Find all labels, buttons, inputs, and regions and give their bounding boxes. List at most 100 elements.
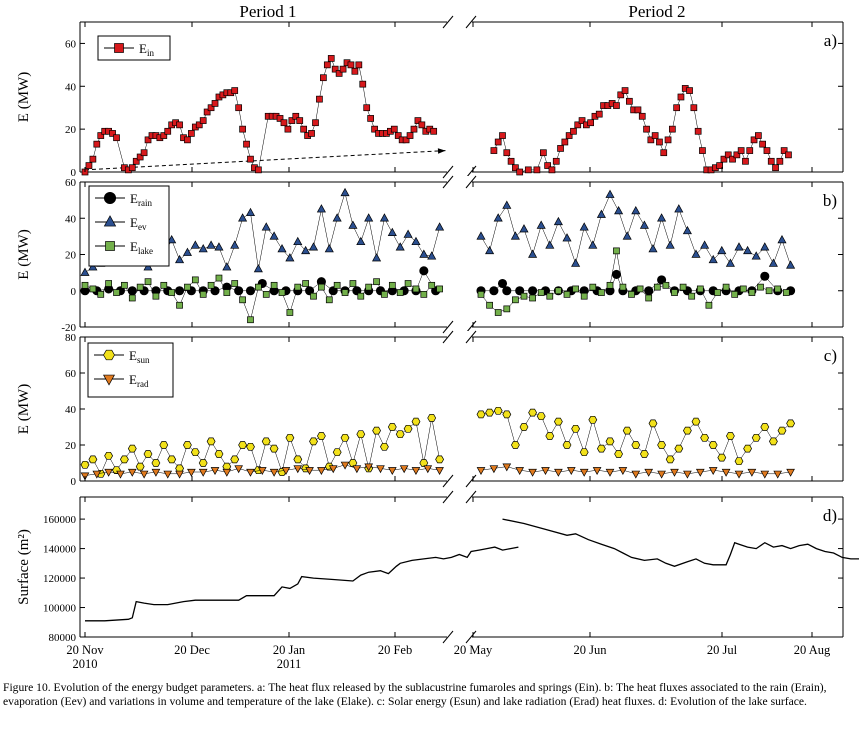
legend-subscript: lake <box>138 246 153 256</box>
data-point <box>544 162 552 169</box>
data-point <box>668 125 676 133</box>
data-point <box>503 305 511 313</box>
data-point <box>717 453 727 462</box>
data-point <box>579 448 589 457</box>
data-point <box>734 470 744 479</box>
data-point <box>206 240 216 249</box>
data-point <box>364 213 374 222</box>
data-point <box>502 463 512 472</box>
data-point <box>780 147 788 154</box>
data-point <box>301 245 311 255</box>
data-point <box>760 242 770 251</box>
data-point <box>207 104 215 112</box>
data-point <box>619 283 627 291</box>
data-point <box>651 132 659 139</box>
data-point <box>168 289 176 296</box>
data-point <box>691 249 701 258</box>
data-point <box>765 287 773 295</box>
trend-arrow-head <box>437 148 446 154</box>
data-point <box>327 55 335 62</box>
y-tick-label: 140000 <box>43 544 77 556</box>
data-point <box>598 289 605 296</box>
data-point <box>89 155 97 163</box>
data-point <box>207 281 215 289</box>
data-point <box>742 157 749 165</box>
data-point <box>520 292 528 300</box>
data-point <box>485 408 495 417</box>
data-point <box>631 205 641 215</box>
data-point <box>533 166 541 174</box>
data-point <box>657 213 667 222</box>
data-point <box>528 408 538 417</box>
data-point <box>293 465 303 474</box>
data-point <box>613 247 620 255</box>
data-point <box>395 430 405 439</box>
data-point <box>387 423 397 431</box>
y-axis-label: E (MW) <box>16 229 32 279</box>
axis-break-mask <box>448 491 471 503</box>
data-point <box>686 87 693 94</box>
data-point <box>760 271 770 281</box>
data-point <box>588 415 598 424</box>
axis-break-mark <box>465 490 477 504</box>
data-point <box>476 231 486 240</box>
data-point <box>722 283 730 291</box>
x-tick-label: 20 Jan <box>273 643 306 657</box>
data-point <box>634 106 642 114</box>
y-tick-label: 40 <box>65 213 77 225</box>
data-point <box>734 242 744 251</box>
data-point <box>296 117 304 124</box>
data-point <box>210 467 220 476</box>
data-point <box>128 164 136 172</box>
data-point <box>618 467 628 476</box>
data-point <box>195 121 203 129</box>
legend-box <box>88 185 170 267</box>
data-point <box>261 222 271 231</box>
figure: Period 1 Period 2 0 20 40 60 E (MW) a) Ein -20 0 2… <box>16 2 859 671</box>
data-point <box>773 470 783 479</box>
series-line <box>480 410 791 462</box>
data-point <box>739 285 747 293</box>
data-point <box>203 108 211 116</box>
data-point <box>163 470 173 479</box>
data-point <box>648 419 658 428</box>
data-point <box>93 140 101 148</box>
data-point <box>151 459 161 467</box>
data-point <box>320 74 327 82</box>
x-tick-label: 20 Dec <box>174 643 210 657</box>
data-point <box>536 220 546 229</box>
data-point <box>160 132 168 139</box>
data-point <box>318 283 325 291</box>
data-point <box>714 289 721 296</box>
period-title: Period 1 <box>239 2 296 21</box>
data-point <box>211 100 219 107</box>
axis-break-mark <box>465 15 477 29</box>
data-point <box>332 448 342 457</box>
data-point <box>356 236 366 246</box>
data-point <box>247 155 254 163</box>
data-point <box>324 244 334 253</box>
data-point <box>328 465 338 474</box>
data-point <box>402 136 410 144</box>
data-point <box>493 213 503 222</box>
y-tick-label: 60 <box>65 38 77 50</box>
data-point <box>519 224 529 233</box>
data-point <box>302 280 309 287</box>
data-point <box>489 465 499 474</box>
data-point <box>485 245 495 255</box>
data-point <box>116 470 125 479</box>
data-point <box>132 157 140 165</box>
data-point <box>104 451 114 460</box>
data-point <box>767 157 775 165</box>
data-point <box>223 289 231 296</box>
data-point <box>587 119 595 127</box>
data-point <box>566 467 576 476</box>
data-point <box>215 274 223 282</box>
data-point <box>182 441 192 449</box>
data-point <box>477 291 485 298</box>
data-point <box>339 65 347 73</box>
series-e-lake <box>81 247 790 324</box>
legend-marker <box>103 374 115 386</box>
data-point <box>721 468 731 477</box>
